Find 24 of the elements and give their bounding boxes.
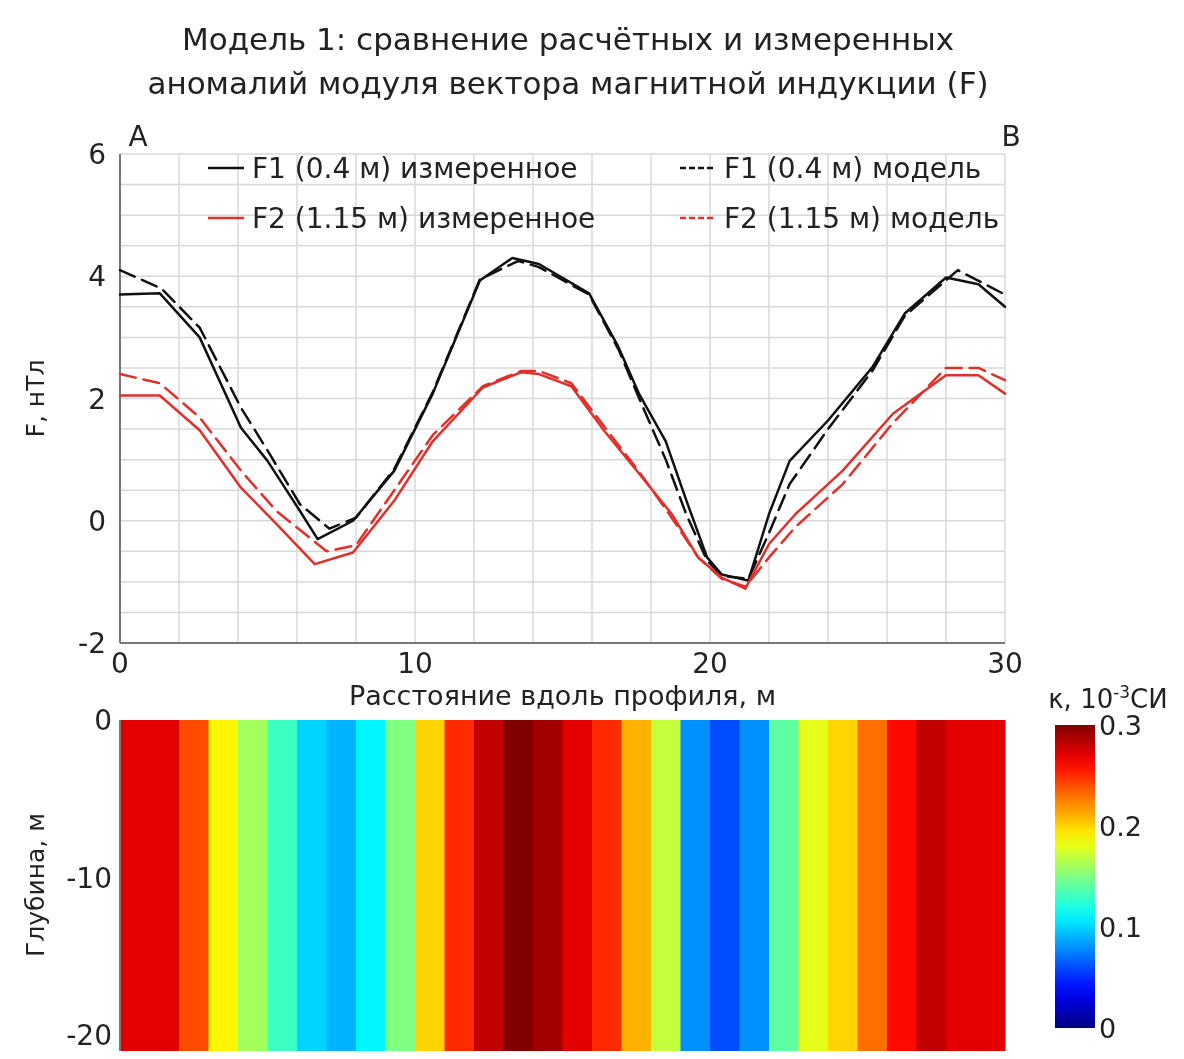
x-tick-label: 30 [987, 647, 1023, 680]
x-tick-label: 20 [692, 647, 728, 680]
legend-label: F2 (1.15 м) измеренное [252, 202, 596, 235]
y-axis-title: Глубина, м [21, 812, 50, 958]
x-tick-label: 10 [397, 647, 433, 680]
color-bar-label: 0 [1099, 1013, 1117, 1044]
text: A [128, 120, 148, 153]
y-tick-label: 0 [94, 704, 112, 737]
y-tick-label: 6 [88, 138, 106, 171]
y-tick-label: -20 [66, 1019, 112, 1053]
legend-label: F2 (1.15 м) модель [724, 202, 1000, 235]
y-tick-label: 4 [88, 260, 106, 294]
color-bar-label: 0.2 [1099, 811, 1142, 842]
y-tick-label: -10 [66, 861, 112, 895]
x-axis-title: Расстояние вдоль профиля, м [348, 680, 777, 711]
chart-title: Модель 1: сравнение расчётных и измеренных аномалий модуля вектора магнитной индукции (F) [147, 21, 989, 101]
legend-label: F1 (0.4 м) модель [724, 152, 982, 185]
text: B [1001, 120, 1021, 153]
y-axis-title: F, нТл [21, 359, 50, 438]
y-tick-label: 2 [88, 382, 106, 416]
y-tick-label: 0 [88, 504, 106, 538]
color-bar-label: 0.1 [1099, 912, 1142, 943]
legend-label: F1 (0.4 м) измеренное [252, 152, 578, 185]
y-tick-label: -2 [78, 627, 106, 660]
